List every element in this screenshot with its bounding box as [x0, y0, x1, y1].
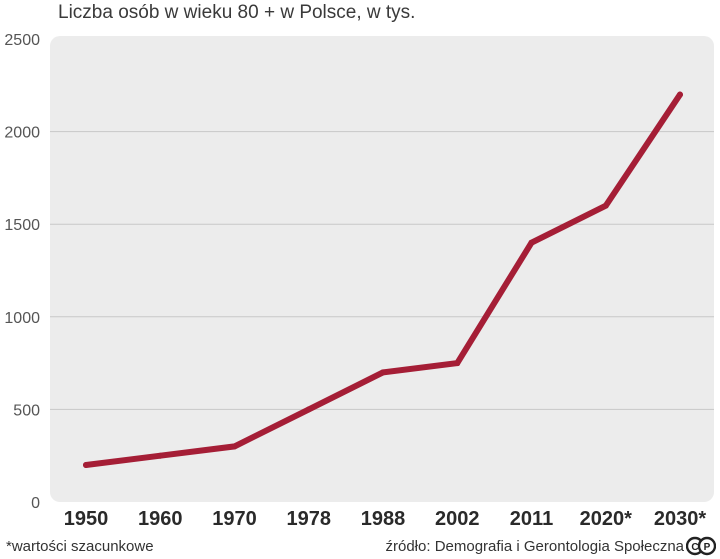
data-point: [305, 406, 312, 413]
y-tick-label: 1500: [4, 217, 40, 234]
x-tick-label: 2002: [435, 508, 480, 530]
series-layer: [83, 91, 683, 468]
data-point: [380, 369, 386, 376]
cp-logo-icon: C P: [686, 536, 716, 556]
data-point: [157, 452, 164, 459]
footnote: *wartości szacunkowe: [6, 538, 154, 555]
svg-text:P: P: [704, 542, 711, 553]
data-point: [83, 461, 89, 468]
chart-title: Liczba osób w wieku 80 + w Polsce, w tys…: [58, 2, 416, 23]
y-tick-label: 0: [31, 495, 40, 512]
x-tick-label: 1960: [138, 508, 183, 530]
x-tick-label: 2011: [510, 508, 553, 530]
data-point: [677, 91, 683, 98]
x-tick-label: 1950: [64, 508, 109, 530]
x-tick-label: 1988: [361, 508, 406, 530]
svg-text:C: C: [691, 542, 698, 553]
y-tick-label: 500: [13, 402, 40, 419]
data-point: [528, 239, 535, 246]
source-note: źródło: Demografia i Gerontologia Społec…: [385, 538, 685, 555]
x-tick-label: 1970: [212, 508, 257, 530]
data-point: [454, 360, 461, 367]
data-point: [602, 202, 609, 209]
y-tick-label: 2500: [4, 32, 40, 49]
y-tick-label: 2000: [4, 125, 40, 142]
grid-lines: [50, 131, 714, 410]
x-axis-ticks: 1950 1960 1970 1978 1988 2002 2011 2020* 2030*: [64, 508, 707, 530]
x-tick-label: 2020*: [580, 508, 632, 530]
plot-background: [50, 36, 714, 502]
x-tick-label: 2030*: [654, 508, 706, 530]
x-tick-label: 1978: [287, 508, 332, 530]
y-axis-ticks: 0 500 1000 1500 2000 2500: [4, 32, 40, 512]
data-point: [231, 443, 238, 450]
y-tick-label: 1000: [4, 310, 40, 327]
line-chart: 0 500 1000 1500 2000 2500 1950 1960 1970 1978 198…: [4, 32, 714, 530]
